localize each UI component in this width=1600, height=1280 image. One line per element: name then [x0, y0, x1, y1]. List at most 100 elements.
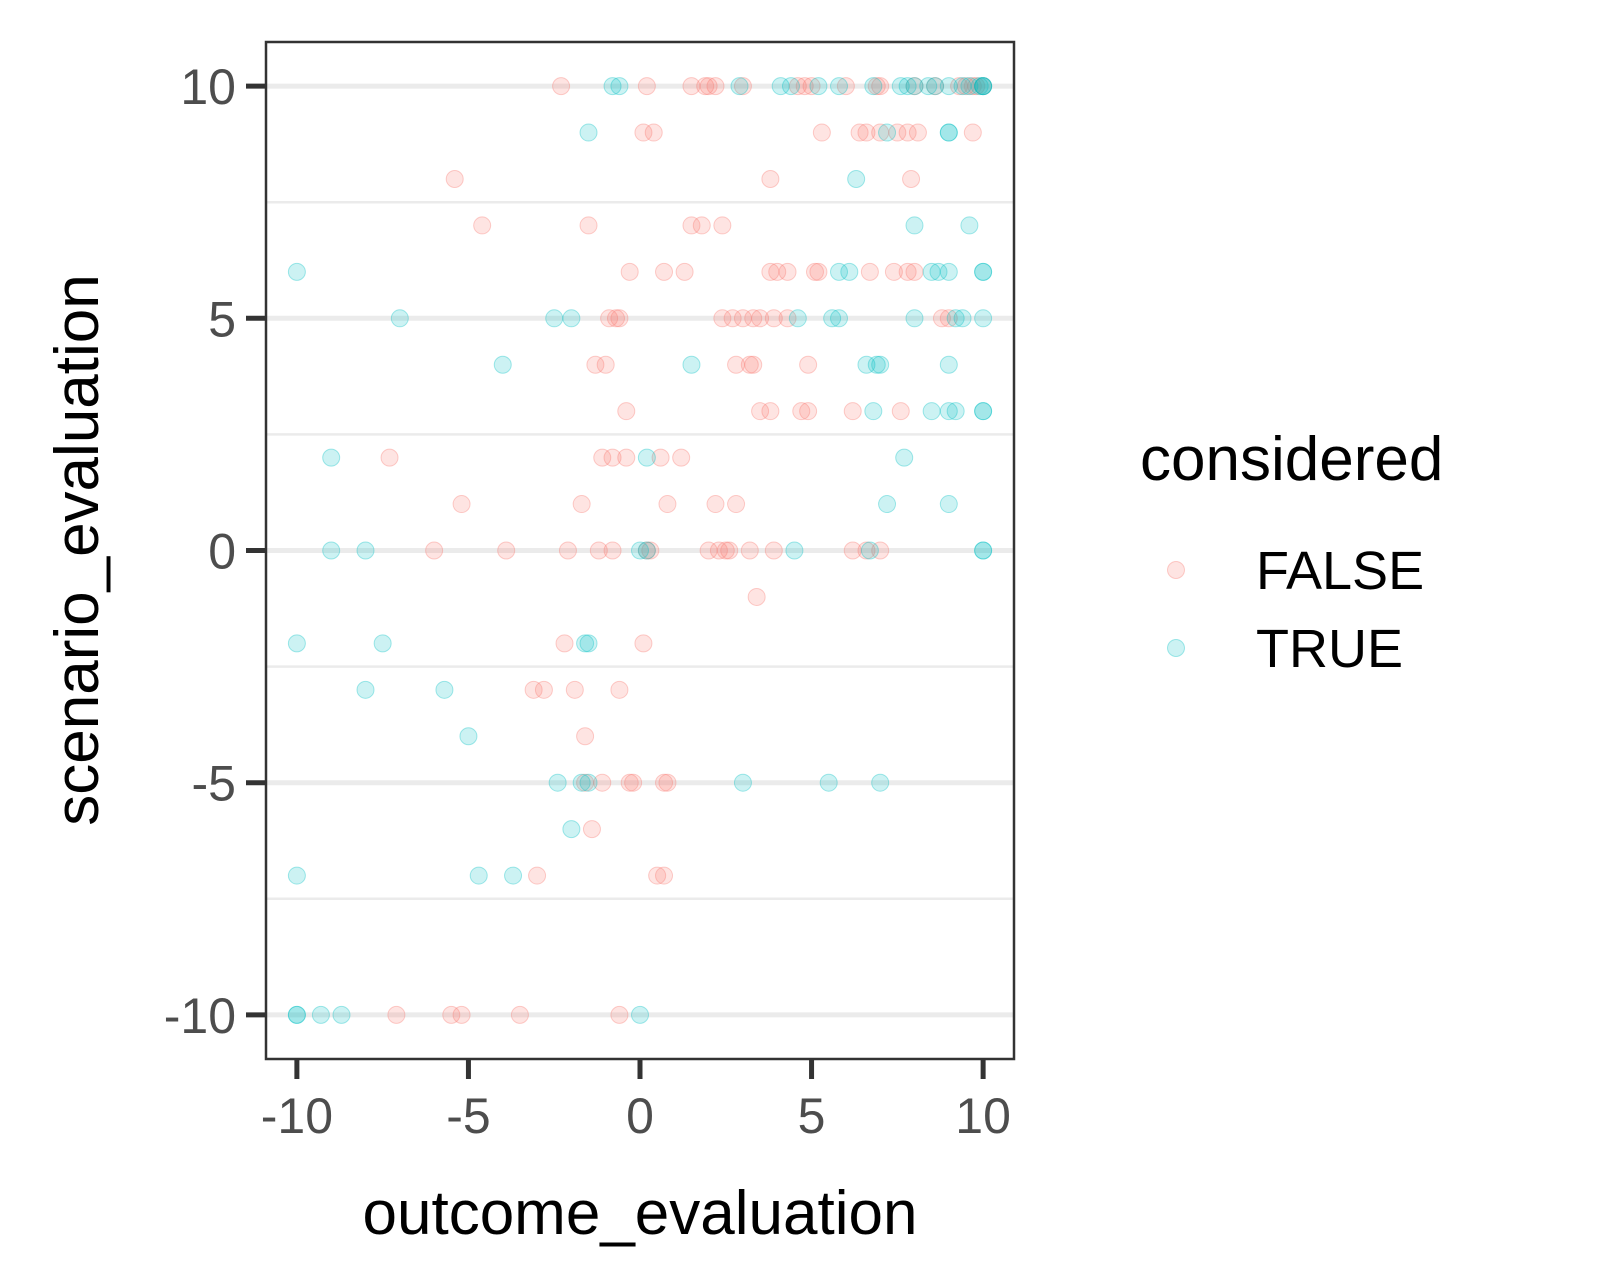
data-point — [634, 123, 653, 142]
data-point — [963, 123, 982, 142]
data-point — [610, 77, 629, 96]
data-point — [552, 77, 571, 96]
data-point — [322, 448, 341, 467]
data-point — [926, 77, 945, 96]
data-point — [692, 216, 711, 235]
data-point — [799, 355, 818, 374]
data-point — [946, 309, 965, 328]
data-point — [655, 262, 674, 281]
data-point — [572, 773, 591, 792]
data-point — [641, 541, 660, 560]
data-point — [843, 402, 862, 421]
data-point — [624, 773, 643, 792]
data-point — [857, 123, 876, 142]
data-point — [579, 634, 598, 653]
data-point — [545, 309, 564, 328]
y-tick-label: 10 — [180, 59, 236, 115]
data-point — [332, 1005, 351, 1024]
data-point — [871, 123, 890, 142]
data-point — [565, 680, 584, 699]
data-point — [805, 262, 824, 281]
data-point — [600, 309, 619, 328]
data-point — [847, 169, 866, 188]
data-point — [675, 262, 694, 281]
data-point — [751, 402, 770, 421]
data-point — [974, 77, 993, 96]
data-points — [287, 77, 993, 1024]
data-point — [727, 355, 746, 374]
data-point — [373, 634, 392, 653]
data-point — [459, 727, 478, 746]
data-point — [617, 402, 636, 421]
data-point — [974, 77, 993, 96]
x-tick-label: -5 — [446, 1088, 490, 1144]
data-point — [658, 773, 677, 792]
x-tick-label: 0 — [626, 1088, 654, 1144]
data-point — [860, 262, 879, 281]
data-point — [740, 541, 759, 560]
data-point — [733, 77, 752, 96]
data-point — [572, 495, 591, 514]
data-point — [682, 77, 701, 96]
data-point — [593, 448, 612, 467]
data-point — [764, 541, 783, 560]
data-point — [974, 541, 993, 560]
data-point — [579, 216, 598, 235]
legend-title: considered — [1140, 425, 1443, 494]
data-point — [939, 402, 958, 421]
data-point — [696, 77, 715, 96]
data-point — [905, 77, 924, 96]
y-tick-label: 0 — [208, 524, 236, 580]
data-point — [788, 77, 807, 96]
data-point — [682, 216, 701, 235]
data-point — [593, 773, 612, 792]
data-point — [730, 77, 749, 96]
data-point — [452, 495, 471, 514]
data-point — [823, 309, 842, 328]
data-point — [524, 680, 543, 699]
legend-entry-false: FALSE — [1167, 541, 1424, 601]
data-point — [867, 77, 886, 96]
data-point — [908, 123, 927, 142]
data-point — [830, 309, 849, 328]
data-point — [493, 355, 512, 374]
data-point — [287, 634, 306, 653]
data-point — [902, 169, 921, 188]
data-point — [860, 541, 879, 560]
data-point — [891, 77, 910, 96]
data-point — [562, 820, 581, 839]
x-axis-title: outcome_evaluation — [363, 1179, 918, 1248]
data-point — [809, 77, 828, 96]
data-point — [658, 495, 677, 514]
data-point — [878, 123, 897, 142]
data-point — [939, 262, 958, 281]
data-point — [974, 77, 993, 96]
data-point — [867, 355, 886, 374]
data-point — [287, 866, 306, 885]
data-point — [706, 495, 725, 514]
data-point — [871, 77, 890, 96]
data-point — [953, 309, 972, 328]
y-axis: -10 -5 0 5 10 — [164, 59, 266, 1044]
data-point — [579, 773, 598, 792]
data-point — [631, 1005, 649, 1024]
data-point — [974, 262, 993, 281]
data-point — [895, 448, 914, 467]
data-point — [953, 77, 972, 96]
y-tick-label: -5 — [192, 756, 236, 812]
data-point — [939, 123, 958, 142]
data-point — [311, 1005, 330, 1024]
data-point — [857, 355, 876, 374]
data-point — [603, 541, 622, 560]
data-point — [452, 1005, 471, 1024]
data-point — [788, 309, 807, 328]
data-point — [558, 541, 577, 560]
data-point — [596, 355, 615, 374]
data-point — [939, 355, 958, 374]
data-point — [771, 77, 790, 96]
data-point — [445, 169, 464, 188]
data-point — [946, 402, 965, 421]
data-point — [655, 866, 674, 885]
data-point — [857, 541, 876, 560]
data-point — [555, 634, 574, 653]
